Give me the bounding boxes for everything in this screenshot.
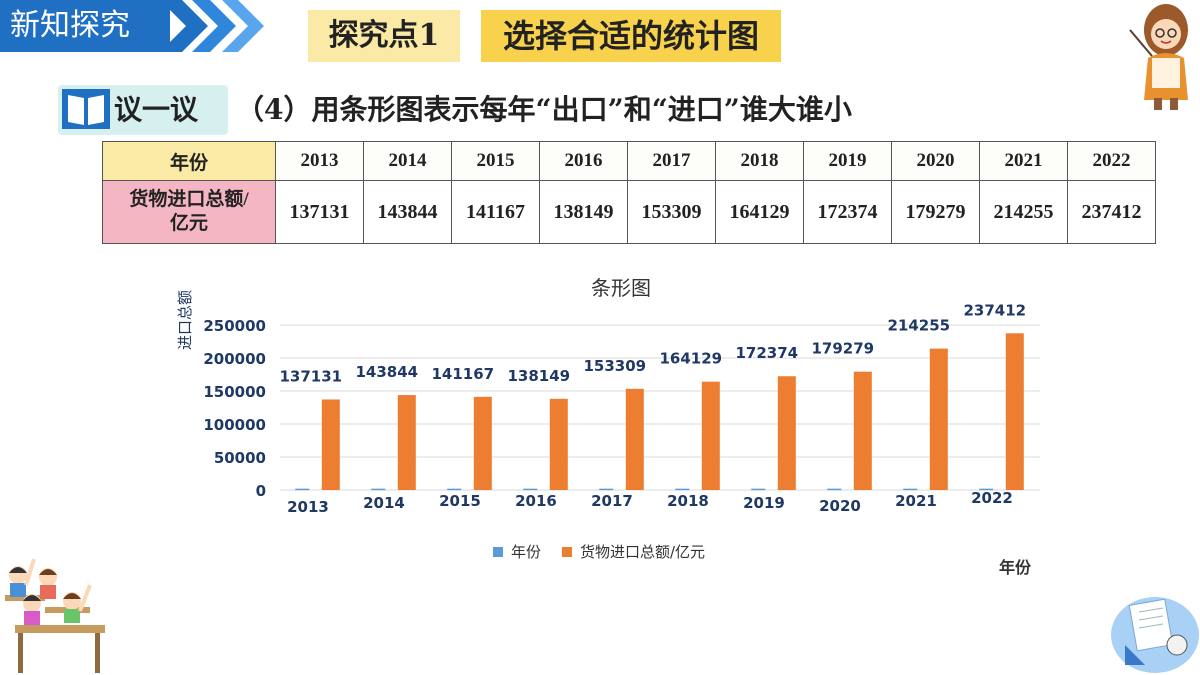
x-tick-label: 2016 (515, 492, 557, 510)
x-tick-label: 2017 (591, 492, 633, 510)
bar-import (1005, 333, 1024, 490)
data-label: 179279 (811, 340, 874, 358)
bar-import (929, 348, 948, 490)
table-cell-year: 2017 (627, 141, 716, 181)
table-cell-value: 143844 (363, 180, 452, 244)
table-cell-value: 153309 (627, 180, 716, 244)
y-tick-label: 100000 (203, 416, 266, 434)
x-tick-label: 2018 (667, 492, 709, 510)
table-cell-value: 237412 (1067, 180, 1156, 244)
bar-import (321, 399, 340, 490)
students-illustration (5, 558, 105, 673)
explore-point-title: 探究点1 (308, 10, 460, 62)
legend-label-import: 货物进口总额/亿元 (580, 543, 705, 561)
table-cell-year: 2020 (891, 141, 980, 181)
legend-label-year: 年份 (511, 543, 541, 561)
data-label: 137131 (279, 367, 342, 385)
teacher-illustration (1129, 4, 1188, 110)
bar-year (371, 488, 386, 491)
data-label: 138149 (507, 367, 570, 385)
x-tick-label: 2019 (743, 494, 785, 512)
bar-import (777, 376, 796, 490)
y-tick-label: 250000 (203, 317, 266, 335)
x-axis-label: 年份 (999, 558, 1032, 577)
table-cell-value: 141167 (451, 180, 540, 244)
table-header-import: 货物进口总额/ 亿元 (102, 180, 276, 244)
bar-chart: 条形图 进口总额 0 50000 100000 150000 200000 250000 1… (176, 276, 1040, 577)
x-tick-label: 2022 (971, 489, 1013, 507)
y-tick-label: 200000 (203, 350, 266, 368)
data-label: 141167 (431, 365, 494, 383)
table-cell-year: 2019 (803, 141, 892, 181)
table-cell-year: 2015 (451, 141, 540, 181)
y-tick-label: 150000 (203, 383, 266, 401)
table-cell-year: 2018 (715, 141, 804, 181)
table-row-years: 年份 2013 2014 2015 2016 2017 2018 2019 20… (102, 141, 1156, 181)
table-row-values: 货物进口总额/ 亿元 137131 143844 141167 138149 1… (102, 180, 1156, 244)
data-label: 172374 (735, 344, 798, 362)
table-cell-year: 2013 (275, 141, 364, 181)
table-cell-value: 172374 (803, 180, 892, 244)
table-cell-value: 179279 (891, 180, 980, 244)
legend-swatch-import (562, 547, 572, 557)
table-cell-value: 164129 (715, 180, 804, 244)
chart-title: 条形图 (591, 276, 651, 300)
section-tag: 新知探究 (0, 0, 170, 52)
bar-year (447, 488, 462, 491)
x-tick-label: 2020 (819, 497, 861, 515)
data-label: 143844 (355, 363, 418, 381)
x-tick-label: 2021 (895, 492, 937, 510)
data-label: 237412 (963, 301, 1026, 319)
bar-import (625, 388, 644, 490)
chevron-arrows-icon (160, 0, 264, 52)
topic-title: 选择合适的统计图 (481, 10, 781, 62)
y-axis-label: 进口总额 (176, 290, 194, 350)
table-cell-year: 2014 (363, 141, 452, 181)
x-tick-label: 2013 (287, 498, 329, 516)
bar-year (675, 488, 690, 491)
table-cell-value: 214255 (979, 180, 1068, 244)
math-illustration (1111, 597, 1199, 673)
discuss-text: 议一议 (114, 93, 199, 126)
bar-import (853, 371, 872, 490)
bar-import (549, 398, 568, 490)
bar-import (701, 381, 720, 490)
bar-import (397, 395, 416, 490)
data-label: 164129 (659, 350, 722, 368)
data-label: 214255 (887, 317, 950, 335)
data-label: 153309 (583, 357, 646, 375)
book-icon (62, 89, 110, 129)
bar-year (523, 488, 538, 491)
table-cell-year: 2016 (539, 141, 628, 181)
y-tick-label: 0 (256, 482, 266, 500)
table-header-year: 年份 (102, 141, 276, 181)
bar-year (903, 488, 918, 491)
table-cell-value: 137131 (275, 180, 364, 244)
table-header-import-line1: 货物进口总额/ (129, 189, 249, 210)
x-tick-label: 2015 (439, 492, 481, 510)
bar-year (295, 488, 310, 491)
legend-swatch-year (493, 547, 503, 557)
table-cell-year: 2021 (979, 141, 1068, 181)
bar-import (473, 396, 492, 490)
question-text: （4）用条形图表示每年“出口”和“进口”谁大谁小 (236, 93, 852, 126)
bar-year (979, 488, 994, 491)
table-cell-value: 138149 (539, 180, 628, 244)
bar-year (599, 488, 614, 491)
import-data-table: 年份 2013 2014 2015 2016 2017 2018 2019 20… (102, 141, 1156, 244)
table-header-import-line2: 亿元 (169, 213, 208, 234)
x-tick-label: 2014 (363, 494, 405, 512)
discuss-label: 议一议 (58, 85, 228, 135)
bar-year (827, 488, 842, 491)
y-tick-label: 50000 (214, 449, 266, 467)
bar-year (751, 488, 766, 491)
table-cell-year: 2022 (1067, 141, 1156, 181)
